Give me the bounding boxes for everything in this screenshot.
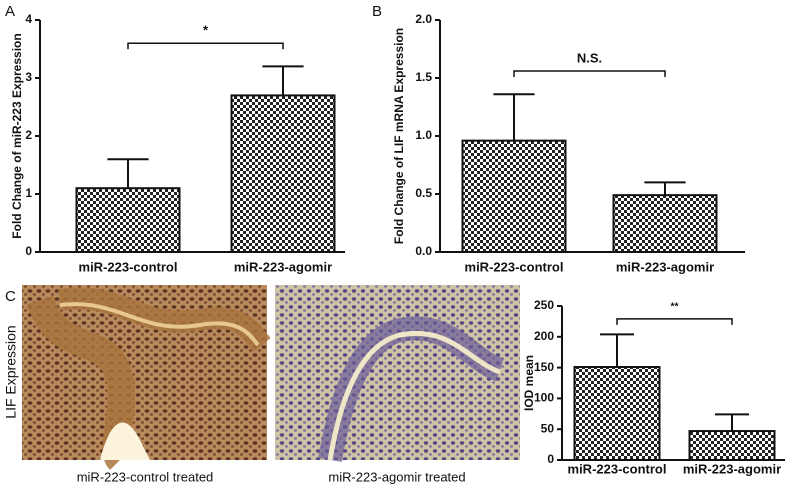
image-y-label: LIF Expression xyxy=(3,325,19,418)
y-tick-label: 2 xyxy=(25,128,32,142)
y-tick-label: 100 xyxy=(534,391,554,405)
bar xyxy=(573,365,661,462)
x-tick-label: miR-223-agomir xyxy=(616,259,714,274)
y-tick-label: 200 xyxy=(534,329,554,343)
y-tick-label: 0.5 xyxy=(415,186,432,200)
significance-bracket xyxy=(127,42,284,50)
y-tick-label: 1 xyxy=(25,186,32,200)
x-tick-label: miR-223-control xyxy=(465,259,564,274)
bar xyxy=(75,187,181,253)
image-caption: miR-223-agomir treated xyxy=(328,469,465,484)
y-tick-label: 250 xyxy=(534,298,554,312)
x-tick-label: miR-223-control xyxy=(79,259,178,274)
micrograph-control xyxy=(22,285,271,470)
y-tick-label: 1.5 xyxy=(415,70,432,84)
significance-bracket xyxy=(513,70,666,78)
x-tick-label: miR-223-agomir xyxy=(234,259,332,274)
y-tick-label: 1.0 xyxy=(415,128,432,142)
panel-label: B xyxy=(372,3,382,20)
bar xyxy=(612,194,718,254)
y-tick-label: 0 xyxy=(25,244,32,258)
panel-label: C xyxy=(5,288,16,305)
significance-label: N.S. xyxy=(577,50,602,65)
panel-label: A xyxy=(5,3,15,20)
x-tick-label: miR-223-agomir xyxy=(683,461,781,476)
image-caption: miR-223-control treated xyxy=(77,469,214,484)
significance-label: * xyxy=(203,23,209,38)
bar xyxy=(461,139,567,253)
bar xyxy=(688,430,776,462)
y-tick-label: 150 xyxy=(534,360,554,374)
y-axis-label: Fold Change of miR-223 Expression xyxy=(10,33,24,238)
bar xyxy=(230,94,336,254)
significance-label: ** xyxy=(670,302,679,313)
significance-bracket xyxy=(616,318,733,325)
y-axis-label: IOD mean xyxy=(522,355,536,411)
y-tick-label: 50 xyxy=(541,421,555,435)
y-tick-label: 0 xyxy=(547,452,554,466)
y-tick-label: 0.0 xyxy=(415,244,432,258)
y-axis-label: Fold Change of LIF mRNA Expression xyxy=(392,28,406,244)
y-tick-label: 2.0 xyxy=(415,12,432,26)
y-tick-label: 4 xyxy=(25,12,32,26)
micrograph-agomir xyxy=(275,285,520,462)
y-tick-label: 3 xyxy=(25,70,32,84)
x-tick-label: miR-223-control xyxy=(568,461,667,476)
